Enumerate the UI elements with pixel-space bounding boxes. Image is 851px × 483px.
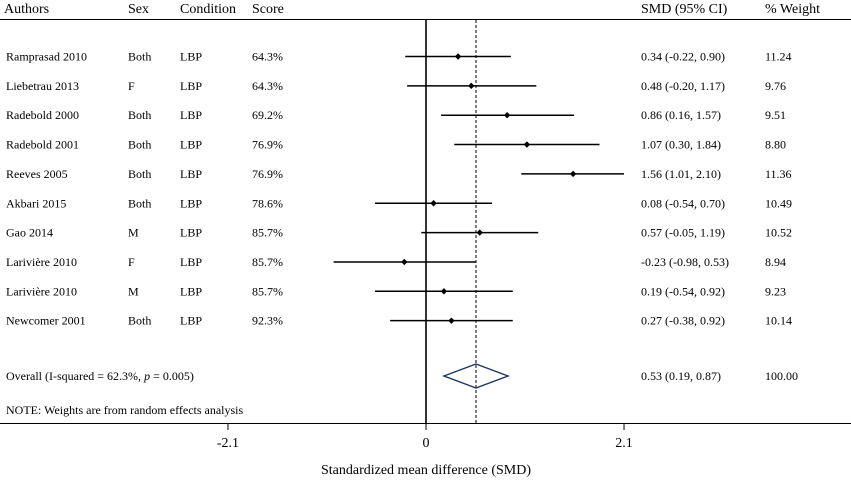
study-point-estimate (401, 258, 408, 266)
study-score: 76.9% (252, 138, 283, 152)
study-point-estimate (454, 53, 462, 60)
study-condition: LBP (180, 138, 202, 152)
overall-label: Overall (I-squared = 62.3%, p = 0.005) (6, 369, 194, 383)
study-point-estimate (569, 170, 577, 178)
study-condition: LBP (180, 255, 202, 269)
study-point-estimate (448, 317, 455, 324)
study-condition: LBP (180, 167, 202, 181)
study-row: Newcomer 2001 Both LBP 92.3% 0.27 (-0.38, 0.… (6, 314, 792, 328)
study-condition: LBP (180, 284, 202, 298)
study-weight: 10.52 (765, 226, 792, 240)
study-row: Larivière 2010 M LBP 85.7% 0.19 (-0.54, 0.92… (6, 284, 786, 298)
study-point-estimate (523, 141, 531, 148)
study-sex: Both (128, 314, 151, 328)
overall-diamond (441, 363, 511, 389)
study-condition: LBP (180, 314, 202, 328)
study-score: 69.2% (252, 108, 283, 122)
header-sex: Sex (128, 2, 149, 17)
study-weight: 8.94 (765, 255, 786, 269)
study-point-estimate (440, 288, 448, 295)
study-sex: M (128, 284, 139, 298)
study-author: Newcomer 2001 (6, 314, 86, 328)
study-score: 78.6% (252, 196, 283, 210)
study-ci-text: 1.07 (0.30, 1.84) (641, 138, 721, 152)
study-condition: LBP (180, 79, 202, 93)
study-weight: 9.51 (765, 108, 786, 122)
study-sex: F (128, 79, 135, 93)
header-condition: Condition (180, 2, 236, 17)
study-point-estimate (476, 229, 483, 236)
study-ci-text: -0.23 (-0.98, 0.53) (641, 255, 729, 269)
study-weight: 11.24 (765, 50, 792, 64)
study-weight: 9.76 (765, 79, 786, 93)
study-author: Akbari 2015 (6, 196, 66, 210)
study-sex: Both (128, 138, 151, 152)
study-weight: 10.49 (765, 196, 792, 210)
study-condition: LBP (180, 196, 202, 210)
study-author: Ramprasad 2010 (6, 50, 87, 64)
x-tick-label: 2.1 (615, 436, 633, 451)
study-weight: 10.14 (765, 314, 792, 328)
study-ci-text: 0.57 (-0.05, 1.19) (641, 226, 725, 240)
header-score: Score (252, 2, 284, 17)
study-ci-text: 0.48 (-0.20, 1.17) (641, 79, 725, 93)
study-point-estimate (468, 82, 475, 90)
study-sex: Both (128, 50, 151, 64)
study-weight: 8.80 (765, 138, 786, 152)
overall-ci-text: 0.53 (0.19, 0.87) (641, 369, 721, 383)
study-ci-text: 0.19 (-0.54, 0.92) (641, 284, 725, 298)
study-row: Larivière 2010 F LBP 85.7% -0.23 (-0.98, 0.5… (6, 255, 786, 269)
study-point-estimate (430, 200, 437, 207)
x-tick-label: 0 (423, 436, 430, 451)
study-author: Larivière 2010 (6, 284, 77, 298)
header-weight: % Weight (765, 2, 820, 17)
study-score: 85.7% (252, 255, 283, 269)
study-score: 76.9% (252, 167, 283, 181)
study-author: Radebold 2000 (6, 108, 79, 122)
study-sex: M (128, 226, 139, 240)
weights-note: NOTE: Weights are from random effects an… (6, 403, 244, 417)
study-row: Radebold 2001 Both LBP 76.9% 1.07 (0.30, 1.8… (6, 138, 786, 152)
study-sex: Both (128, 167, 151, 181)
study-score: 85.7% (252, 226, 283, 240)
study-weight: 11.36 (765, 167, 792, 181)
study-ci-text: 0.86 (0.16, 1.57) (641, 108, 721, 122)
study-sex: F (128, 255, 135, 269)
study-row: Ramprasad 2010 Both LBP 64.3% 0.34 (-0.22, 0… (6, 50, 792, 64)
study-row: Gao 2014 M LBP 85.7% 0.57 (-0.05, 1.19) 10.52 (6, 226, 792, 240)
study-ci-text: 0.34 (-0.22, 0.90) (641, 50, 725, 64)
study-condition: LBP (180, 226, 202, 240)
study-score: 64.3% (252, 79, 283, 93)
study-point-estimate (503, 112, 511, 119)
study-row: Reeves 2005 Both LBP 76.9% 1.56 (1.01, 2.10)… (6, 167, 792, 181)
study-score: 85.7% (252, 284, 283, 298)
study-row: Akbari 2015 Both LBP 78.6% 0.08 (-0.54, 0.70… (6, 196, 792, 210)
study-score: 64.3% (252, 50, 283, 64)
study-row: Liebetrau 2013 F LBP 64.3% 0.48 (-0.20, 1.17… (6, 79, 786, 93)
header-smd: SMD (95% CI) (641, 2, 728, 17)
study-author: Larivière 2010 (6, 255, 77, 269)
study-sex: Both (128, 108, 151, 122)
x-tick-label: -2.1 (217, 436, 239, 451)
study-ci-text: 1.56 (1.01, 2.10) (641, 167, 721, 181)
overall-weight: 100.00 (765, 369, 798, 383)
study-author: Radebold 2001 (6, 138, 79, 152)
study-score: 92.3% (252, 314, 283, 328)
study-author: Reeves 2005 (6, 167, 68, 181)
study-condition: LBP (180, 50, 202, 64)
study-author: Gao 2014 (6, 226, 53, 240)
study-condition: LBP (180, 108, 202, 122)
study-author: Liebetrau 2013 (6, 79, 79, 93)
study-ci-text: 0.08 (-0.54, 0.70) (641, 196, 725, 210)
study-ci-text: 0.27 (-0.38, 0.92) (641, 314, 725, 328)
header-authors: Authors (4, 2, 49, 17)
x-axis-label: Standardized mean difference (SMD) (321, 463, 531, 478)
study-sex: Both (128, 196, 151, 210)
study-row: Radebold 2000 Both LBP 69.2% 0.86 (0.16, 1.5… (6, 108, 786, 122)
study-weight: 9.23 (765, 284, 786, 298)
